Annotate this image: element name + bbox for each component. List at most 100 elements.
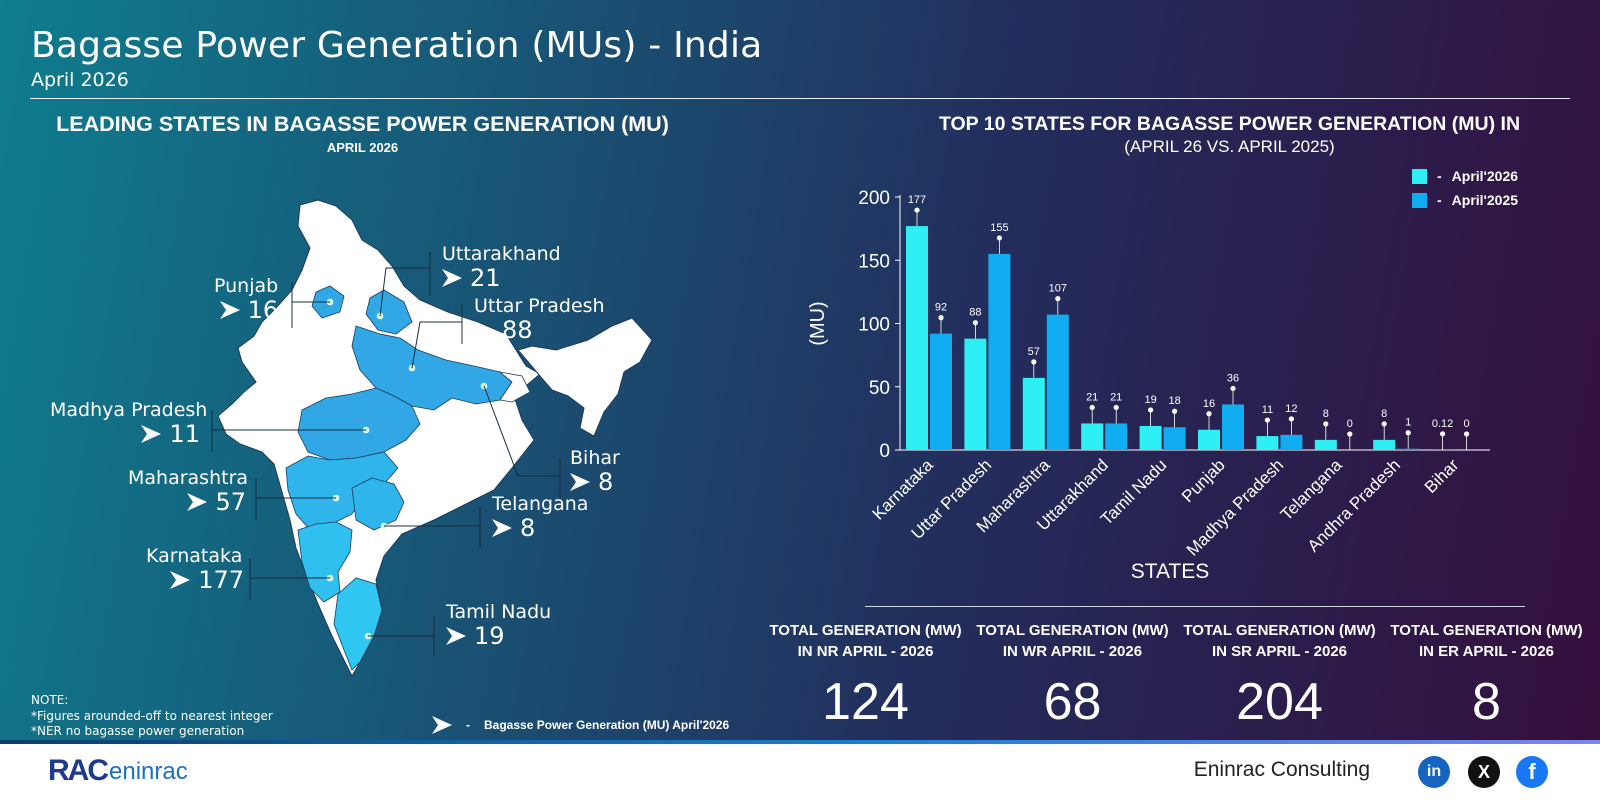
- callout-value: 177: [198, 566, 244, 594]
- x-icon[interactable]: X: [1468, 756, 1500, 788]
- data-label: 8: [1323, 408, 1329, 420]
- label-pin-head: [1148, 407, 1154, 413]
- chart-panel: TOP 10 STATES FOR BAGASSE POWER GENERATI…: [752, 100, 1600, 610]
- callout-name: Uttarakhand: [442, 243, 561, 265]
- label-pin-head: [914, 207, 920, 213]
- data-label: 92: [935, 302, 947, 314]
- callout-value: 21: [470, 264, 501, 292]
- bar-2025: [1222, 404, 1244, 450]
- label-pin-head: [938, 315, 944, 321]
- callout-name: Bihar: [570, 447, 620, 469]
- total-label: TOTAL GENERATION (MW): [1390, 622, 1583, 639]
- india-map: [211, 199, 653, 678]
- arrow-icon: [170, 571, 191, 589]
- label-pin-head: [1113, 404, 1119, 411]
- bar-2025: [1280, 434, 1303, 450]
- totals-divider: [865, 606, 1525, 607]
- data-label: 8: [1381, 408, 1387, 420]
- leader-uttar-pradesh: [411, 304, 463, 369]
- northeast-outline: [517, 317, 653, 437]
- callout-karnataka: Karnataka 177: [146, 544, 244, 592]
- label-pin-head: [1089, 404, 1095, 411]
- data-label: 19: [1144, 394, 1156, 406]
- label-pin-head: [1288, 416, 1294, 422]
- total-nr: TOTAL GENERATION (MW) IN NR APRIL - 2026…: [762, 620, 969, 732]
- legend-dash: -: [1437, 192, 1442, 208]
- header: Bagasse Power Generation (MUs) - India A…: [31, 24, 762, 92]
- data-label: 155: [990, 222, 1008, 234]
- total-label: TOTAL GENERATION (MW): [1183, 622, 1376, 639]
- note-line: *Figures arounded-off to nearest integer: [31, 708, 273, 723]
- bar-2025: [930, 333, 952, 450]
- region-totals: TOTAL GENERATION (MW) IN NR APRIL - 2026…: [762, 620, 1592, 732]
- leader-telangana: [384, 506, 481, 548]
- note-line: *NER no bagasse power generation: [31, 724, 245, 738]
- facebook-icon[interactable]: f: [1516, 756, 1548, 788]
- label-pin-head: [1172, 408, 1178, 414]
- data-label: 16: [1203, 398, 1215, 410]
- bar-2025: [1397, 448, 1420, 450]
- label-pin-head: [1440, 431, 1446, 437]
- data-label: 11: [1262, 404, 1273, 416]
- y-tick-label: 200: [858, 188, 890, 209]
- page-subtitle: April 2026: [31, 69, 129, 91]
- bar-2026: [1256, 436, 1279, 450]
- state-karnataka: [297, 521, 353, 603]
- data-label: 36: [1227, 372, 1239, 384]
- leader-maharashtra: [255, 478, 336, 520]
- data-label: 18: [1168, 395, 1180, 407]
- page-title: Bagasse Power Generation (MUs) - India: [31, 25, 763, 66]
- label-pin-head: [1206, 411, 1212, 417]
- bar-2025: [1163, 427, 1186, 450]
- bar-2026: [1314, 439, 1337, 450]
- map-subtitle: APRIL 2026: [326, 140, 399, 155]
- map-legend-dash: -: [466, 718, 470, 732]
- data-label: 0: [1347, 418, 1353, 430]
- total-value: 124: [822, 673, 909, 731]
- total-label: IN NR APRIL - 2026: [797, 643, 934, 660]
- total-label: TOTAL GENERATION (MW): [976, 622, 1169, 639]
- callout-value: 88: [502, 316, 533, 344]
- callout-value: 19: [474, 622, 505, 650]
- total-wr: TOTAL GENERATION (MW) IN WR APRIL - 2026…: [969, 620, 1176, 732]
- callout-name: Uttar Pradesh: [474, 295, 605, 317]
- chart-subtitle: (APRIL 26 VS. APRIL 2025): [1124, 137, 1335, 156]
- bar-2026: [964, 338, 987, 450]
- legend-item-2025: - April'2025: [1412, 188, 1518, 212]
- total-sr: TOTAL GENERATION (MW) IN SR APRIL - 2026…: [1176, 620, 1383, 732]
- data-label: 1: [1405, 417, 1411, 429]
- map-title: LEADING STATES IN BAGASSE POWER GENERATI…: [56, 112, 669, 136]
- bar-2025: [1046, 314, 1069, 450]
- linkedin-icon[interactable]: in: [1418, 756, 1450, 788]
- callout-name: Madhya Pradesh: [50, 399, 208, 421]
- label-pin-head: [1055, 296, 1061, 302]
- label-pin-head: [1323, 421, 1329, 427]
- callout-name: Telangana: [492, 493, 589, 515]
- bar-chart: 050100150200(MU)STATES17792Karnataka8815…: [807, 188, 1490, 583]
- map-legend-label: Bagasse Power Generation (MU) April'2026: [484, 718, 730, 732]
- label-pin-head: [1347, 431, 1353, 437]
- total-value: 8: [1472, 673, 1501, 731]
- arrow-icon: [187, 493, 208, 511]
- bar-2026: [1139, 425, 1162, 450]
- label-pin-head: [1381, 421, 1387, 427]
- state-tamil-nadu: [333, 577, 383, 671]
- legend-label-2025: April'2025: [1451, 192, 1519, 208]
- note-heading: NOTE:: [31, 693, 69, 707]
- legend-dash: -: [1437, 168, 1442, 184]
- leader-tamil-nadu: [368, 616, 435, 656]
- callout-bihar: Bihar 8: [570, 446, 620, 494]
- label-pin-head: [972, 320, 978, 326]
- label-pin-head: [996, 235, 1002, 241]
- y-axis-title: (MU): [807, 301, 829, 345]
- data-label: 21: [1086, 391, 1098, 403]
- y-tick-label: 100: [858, 315, 890, 336]
- callout-value: 16: [247, 296, 279, 324]
- y-tick-label: 50: [869, 378, 890, 399]
- legend-item-2026: - April'2026: [1412, 164, 1518, 188]
- total-value: 68: [1043, 673, 1102, 731]
- company-logo[interactable]: RAC eninrac: [48, 756, 188, 786]
- legend-label-2026: April'2026: [1451, 168, 1519, 184]
- x-tick-label: Bihar: [1421, 455, 1463, 497]
- callout-maharashtra: Maharashtra 57: [128, 466, 248, 514]
